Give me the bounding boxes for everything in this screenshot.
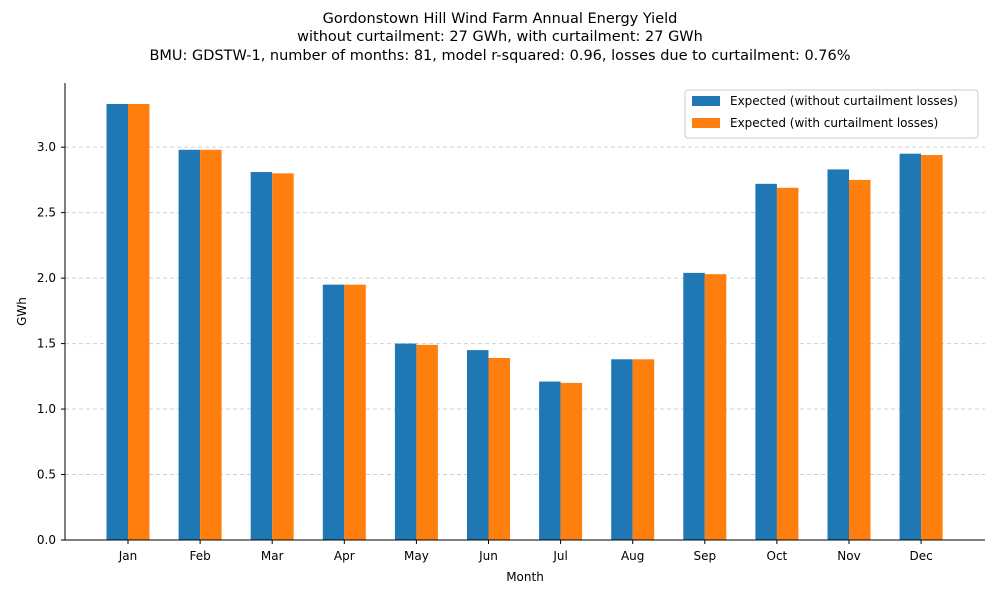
- bar-with-curtailment-apr: [344, 284, 366, 540]
- bar-without-curtailment-feb: [178, 149, 201, 541]
- legend: Expected (without curtailment losses) Exp…: [684, 89, 979, 139]
- bar-with-curtailment-nov: [849, 179, 871, 540]
- chart-subtitle-line-1: without curtailment: 27 GWh, with curtai…: [297, 29, 703, 45]
- bar-with-curtailment-may: [416, 344, 438, 540]
- bar-with-curtailment-dec: [921, 155, 943, 540]
- x-tick-label-may: May: [404, 549, 429, 563]
- chart-title-group: Gordonstown Hill Wind Farm Annual Energy…: [149, 11, 850, 64]
- x-tick-label-jun: Jun: [478, 549, 498, 563]
- bar-without-curtailment-nov: [827, 169, 849, 540]
- bar-with-curtailment-oct: [776, 187, 799, 540]
- bar-without-curtailment-jul: [539, 381, 561, 540]
- bar-without-curtailment-dec: [899, 153, 922, 540]
- x-tick-label-jul: Jul: [552, 549, 567, 563]
- x-tick-label-dec: Dec: [909, 549, 932, 563]
- bar-with-curtailment-aug: [632, 359, 655, 540]
- bar-with-curtailment-jan: [128, 103, 150, 540]
- bar-without-curtailment-apr: [322, 284, 345, 540]
- y-tick-label: 2.5: [37, 206, 56, 220]
- x-tick-label-nov: Nov: [837, 549, 860, 563]
- bar-with-curtailment-mar: [272, 173, 294, 541]
- x-tick-label-oct: Oct: [767, 549, 788, 563]
- legend-swatch-without-curtailment: [692, 96, 720, 106]
- bar-without-curtailment-aug: [611, 359, 633, 540]
- y-tick-label: 1.5: [37, 337, 56, 351]
- x-tick-label-jan: Jan: [118, 549, 138, 563]
- bar-without-curtailment-may: [394, 343, 417, 540]
- x-tick-label-apr: Apr: [334, 549, 355, 563]
- bar-with-curtailment-feb: [200, 149, 222, 541]
- bar-with-curtailment-jun: [488, 357, 510, 540]
- bar-without-curtailment-jan: [106, 103, 128, 540]
- y-tick-label: 3.0: [37, 140, 56, 154]
- bar-with-curtailment-sep: [704, 274, 727, 540]
- y-axis-label: GWh: [15, 297, 29, 326]
- axes: [61, 83, 985, 544]
- bar-without-curtailment-jun: [467, 350, 489, 540]
- y-tick-label: 1.0: [37, 402, 56, 416]
- bar-without-curtailment-sep: [683, 272, 705, 540]
- y-tick-label: 2.0: [37, 271, 56, 285]
- tick-labels: 0.0 0.5 1.0 1.5 2.0 2.5 3.0 Jan Feb Mar Apr May Jun J…: [37, 140, 933, 563]
- bars: [106, 103, 943, 541]
- y-tick-label: 0.0: [37, 533, 56, 547]
- legend-swatch-with-curtailment: [692, 118, 720, 128]
- bar-without-curtailment-mar: [250, 172, 273, 541]
- x-tick-label-sep: Sep: [693, 549, 716, 563]
- chart-subtitle-line-2: BMU: GDSTW-1, number of months: 81, mode…: [149, 48, 850, 64]
- y-tick-label: 0.5: [37, 468, 56, 482]
- bar-without-curtailment-oct: [755, 183, 777, 541]
- x-tick-label-feb: Feb: [189, 549, 210, 563]
- legend-label-without-curtailment: Expected (without curtailment losses): [730, 94, 958, 108]
- x-tick-label-aug: Aug: [621, 549, 644, 563]
- x-axis-label: Month: [506, 570, 544, 584]
- legend-frame: [684, 89, 979, 139]
- x-tick-label-mar: Mar: [261, 549, 284, 563]
- chart-title: Gordonstown Hill Wind Farm Annual Energy…: [323, 11, 678, 27]
- bar-with-curtailment-jul: [560, 382, 583, 540]
- legend-label-with-curtailment: Expected (with curtailment losses): [730, 116, 938, 130]
